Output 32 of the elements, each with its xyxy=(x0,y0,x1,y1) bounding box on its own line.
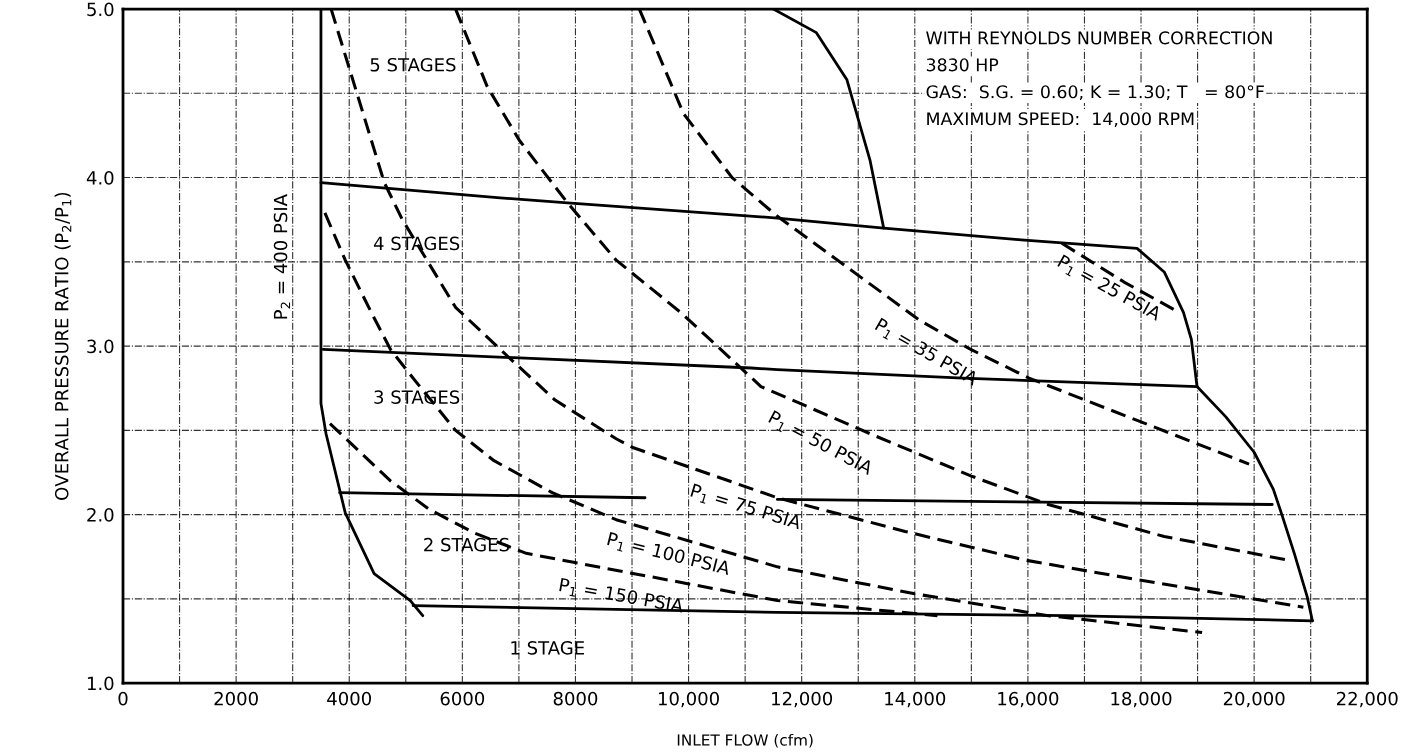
x-tick-label: 0 xyxy=(118,691,128,706)
x-tick-label: 12,000 xyxy=(772,691,833,708)
x-tick-label: 2000 xyxy=(214,691,258,706)
annotation: 4 STAGES xyxy=(373,236,460,251)
annotation: 3830 HP xyxy=(926,58,999,72)
x-tick-label: 10,000 xyxy=(658,691,719,708)
y-tick-label: 3.0 xyxy=(87,339,114,354)
y-tick-label: 5.0 xyxy=(87,2,114,17)
annotation: P$_{1}$ = 100 PSIA xyxy=(606,531,732,578)
x-tick-label: 22,000 xyxy=(1336,691,1398,708)
annotation: 5 STAGES xyxy=(370,57,456,72)
annotation: MAXIMUM SPEED: 14,000 RPM xyxy=(927,112,1194,128)
x-tick-label: 14,000 xyxy=(885,691,946,708)
x-tick-label: 20,000 xyxy=(1223,691,1285,708)
y-tick-label: 1.0 xyxy=(87,676,114,691)
x-tick-label: 6000 xyxy=(440,691,485,706)
annotation: GAS: S.G. = 0.60; K = 1.30; T = 80°F xyxy=(926,85,1264,101)
x-tick-label: 18,000 xyxy=(1111,691,1172,708)
y-axis-title: OVERALL PRESSURE RATIO (P$_{2}$/P$_{1}$) xyxy=(54,192,72,500)
annotation: 1 STAGE xyxy=(511,641,585,655)
y-tick-label: 4.0 xyxy=(86,171,114,185)
x-tick-label: 4000 xyxy=(327,691,372,706)
annotation: WITH REYNOLDS NUMBER CORRECTION xyxy=(926,31,1272,45)
annotation: P$_{1}$ = 150 PSIA xyxy=(558,577,685,616)
annotation: P$_{1}$ = 25 PSIA xyxy=(1055,254,1163,324)
annotation: P$_{1}$ = 50 PSIA xyxy=(766,410,875,478)
y-tick-label: 2.0 xyxy=(87,508,114,522)
annotation: P$_{1}$ = 75 PSIA xyxy=(689,483,803,533)
x-tick-label: 16,000 xyxy=(998,691,1059,708)
x-axis-title: INLET FLOW (cfm) xyxy=(677,733,813,748)
x-tick-label: 8000 xyxy=(553,691,598,706)
annotation: P$_{2}$ = 400 PSIA xyxy=(273,194,291,319)
